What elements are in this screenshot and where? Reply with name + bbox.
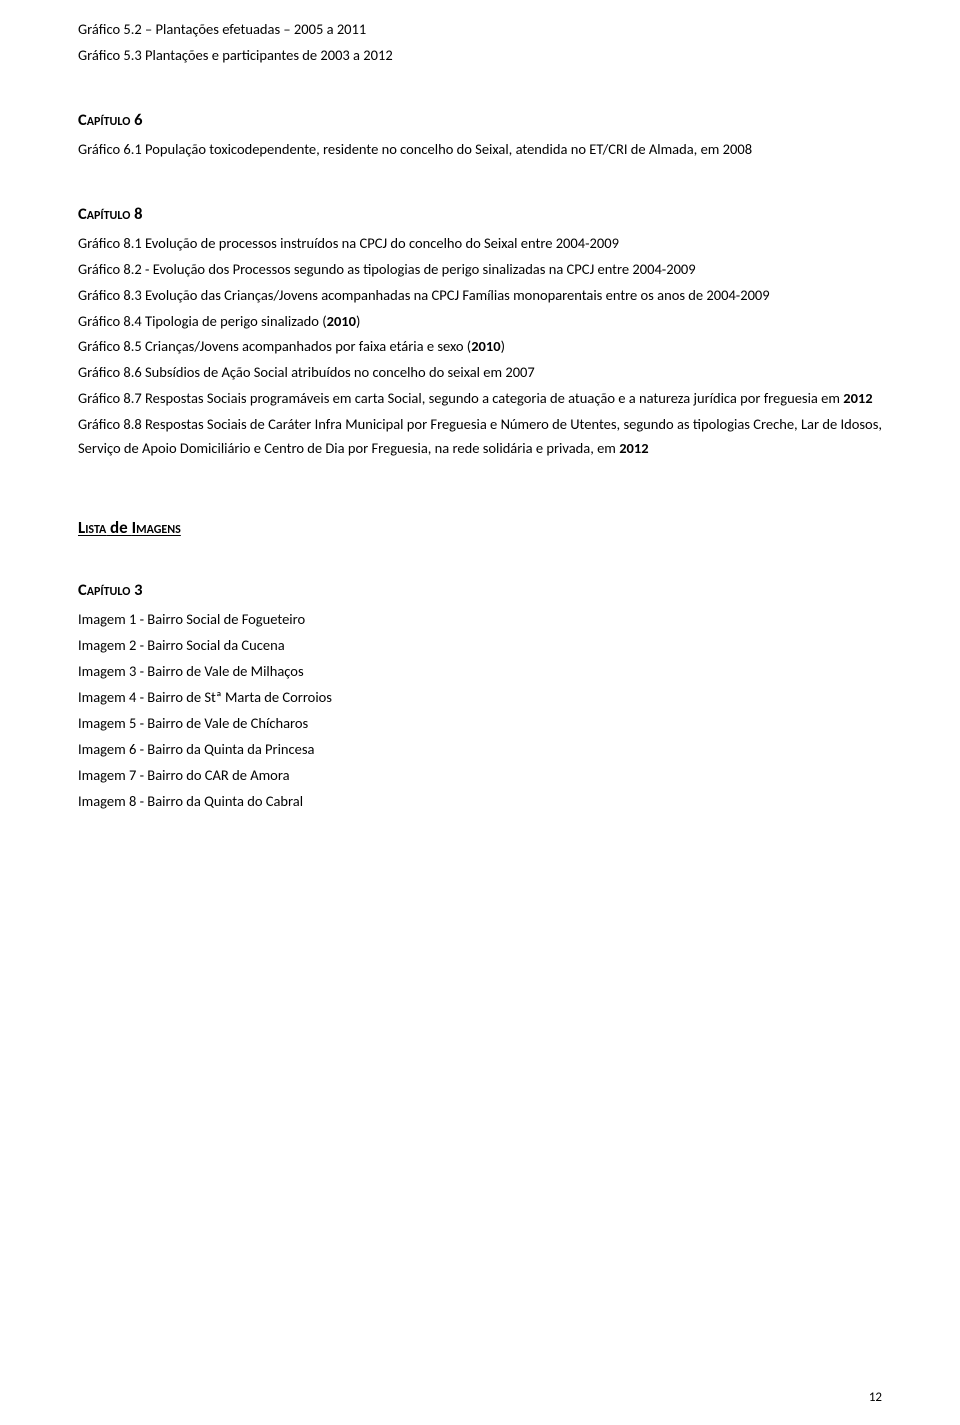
capitulo-3-heading: Capítulo 3 [78,580,882,600]
imagem-8: Imagem 8 - Bairro da Quinta do Cabral [78,790,882,814]
grafico-8-3: Gráfico 8.3 Evolução das Crianças/Jovens… [78,284,882,308]
lista-de-imagens-heading: Lista de Imagens [78,517,882,538]
document-page: Gráfico 5.2 – Plantações efetuadas – 200… [0,0,960,1425]
page-number: 12 [869,1390,882,1405]
grafico-8-8: Gráfico 8.8 Respostas Sociais de Caráter… [78,413,882,461]
capitulo-6-heading: Capítulo 6 [78,110,882,130]
imagem-6: Imagem 6 - Bairro da Quinta da Princesa [78,738,882,762]
imagem-1: Imagem 1 - Bairro Social de Fogueteiro [78,608,882,632]
imagem-2: Imagem 2 - Bairro Social da Cucena [78,634,882,658]
imagem-3: Imagem 3 - Bairro de Vale de Milhaços [78,660,882,684]
capitulo-8-heading: Capítulo 8 [78,204,882,224]
grafico-6-1: Gráfico 6.1 População toxicodependente, … [78,138,882,162]
grafico-8-7: Gráfico 8.7 Respostas Sociais programáve… [78,387,882,411]
bold-year: 2010 [471,337,500,355]
imagem-4: Imagem 4 - Bairro de Stª Marta de Corroi… [78,686,882,710]
text-segment: Gráfico 8.4 Tipologia de perigo sinaliza… [78,312,327,330]
bold-year: 2010 [327,312,356,330]
text-segment: Gráfico 8.5 Crianças/Jovens acompanhados… [78,337,471,355]
bold-year: 2012 [843,389,872,407]
heading-underline: Lista de Imagens [78,517,181,538]
heading-word: de [106,517,131,538]
text-segment: ) [356,312,360,330]
grafico-5-2: Gráfico 5.2 – Plantações efetuadas – 200… [78,18,882,42]
grafico-8-5: Gráfico 8.5 Crianças/Jovens acompanhados… [78,335,882,359]
text-segment: Gráfico 8.7 Respostas Sociais programáve… [78,389,843,407]
text-segment: ) [501,337,505,355]
imagem-7: Imagem 7 - Bairro do CAR de Amora [78,764,882,788]
heading-word: Lista [78,517,106,538]
grafico-8-2: Gráfico 8.2 - Evolução dos Processos seg… [78,258,882,282]
bold-year: 2012 [619,439,648,457]
grafico-8-4: Gráfico 8.4 Tipologia de perigo sinaliza… [78,310,882,334]
grafico-8-1: Gráfico 8.1 Evolução de processos instru… [78,232,882,256]
grafico-5-3: Gráfico 5.3 Plantações e participantes d… [78,44,882,68]
heading-word: Imagens [132,517,181,538]
text-segment: Gráfico 8.8 Respostas Sociais de Caráter… [78,415,882,457]
imagem-5: Imagem 5 - Bairro de Vale de Chícharos [78,712,882,736]
grafico-8-6: Gráfico 8.6 Subsídios de Ação Social atr… [78,361,882,385]
